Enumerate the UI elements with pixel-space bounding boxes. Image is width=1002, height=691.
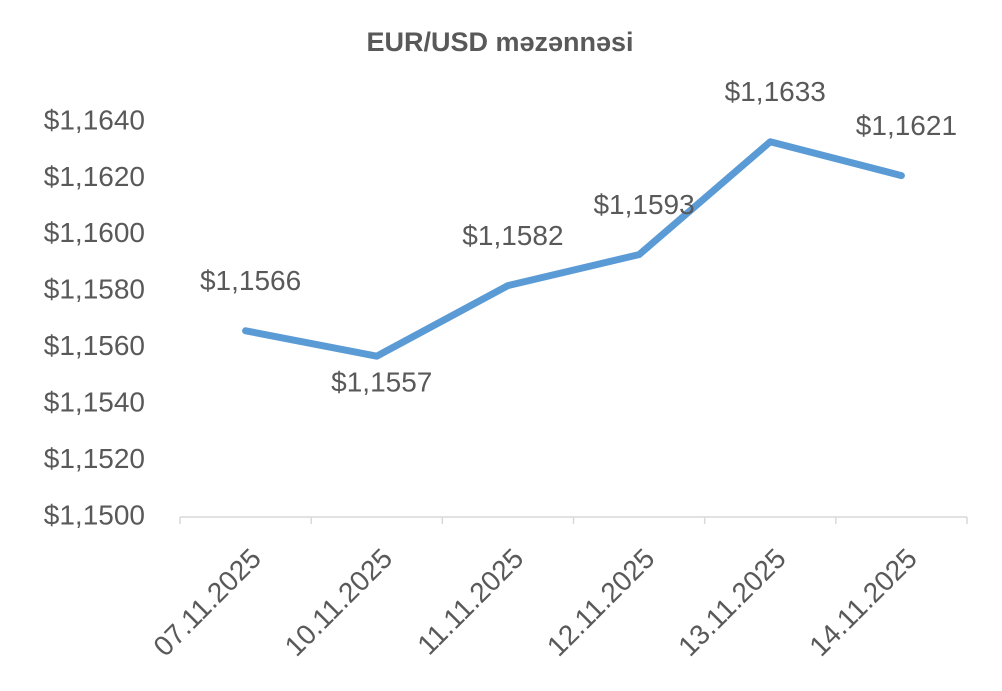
x-tick-label: 12.11.2025 [541, 543, 661, 663]
x-tick-label: 07.11.2025 [148, 543, 268, 663]
y-tick-label: $1,1640 [44, 104, 145, 135]
y-tick-label: $1,1540 [44, 387, 145, 418]
data-label: $1,1557 [331, 367, 432, 398]
data-label: $1,1633 [725, 76, 826, 107]
y-tick-label: $1,1620 [44, 161, 145, 192]
y-tick-label: $1,1580 [44, 274, 145, 305]
chart-title: EUR/USD məzənnəsi [366, 27, 633, 57]
y-tick-label: $1,1600 [44, 217, 145, 248]
x-tick-label: 11.11.2025 [411, 543, 529, 661]
y-tick-label: $1,1520 [44, 443, 145, 474]
x-tick-label: 14.11.2025 [803, 543, 923, 663]
line [242, 138, 905, 360]
data-label: $1,1593 [593, 189, 694, 220]
y-tick-label: $1,1500 [44, 499, 145, 530]
x-tick-label: 10.11.2025 [279, 543, 399, 663]
data-label: $1,1621 [856, 110, 957, 141]
data-label: $1,1582 [462, 220, 563, 251]
data-label: $1,1566 [200, 265, 301, 296]
y-tick-label: $1,1560 [44, 330, 145, 361]
x-tick-label: 13.11.2025 [672, 543, 792, 663]
